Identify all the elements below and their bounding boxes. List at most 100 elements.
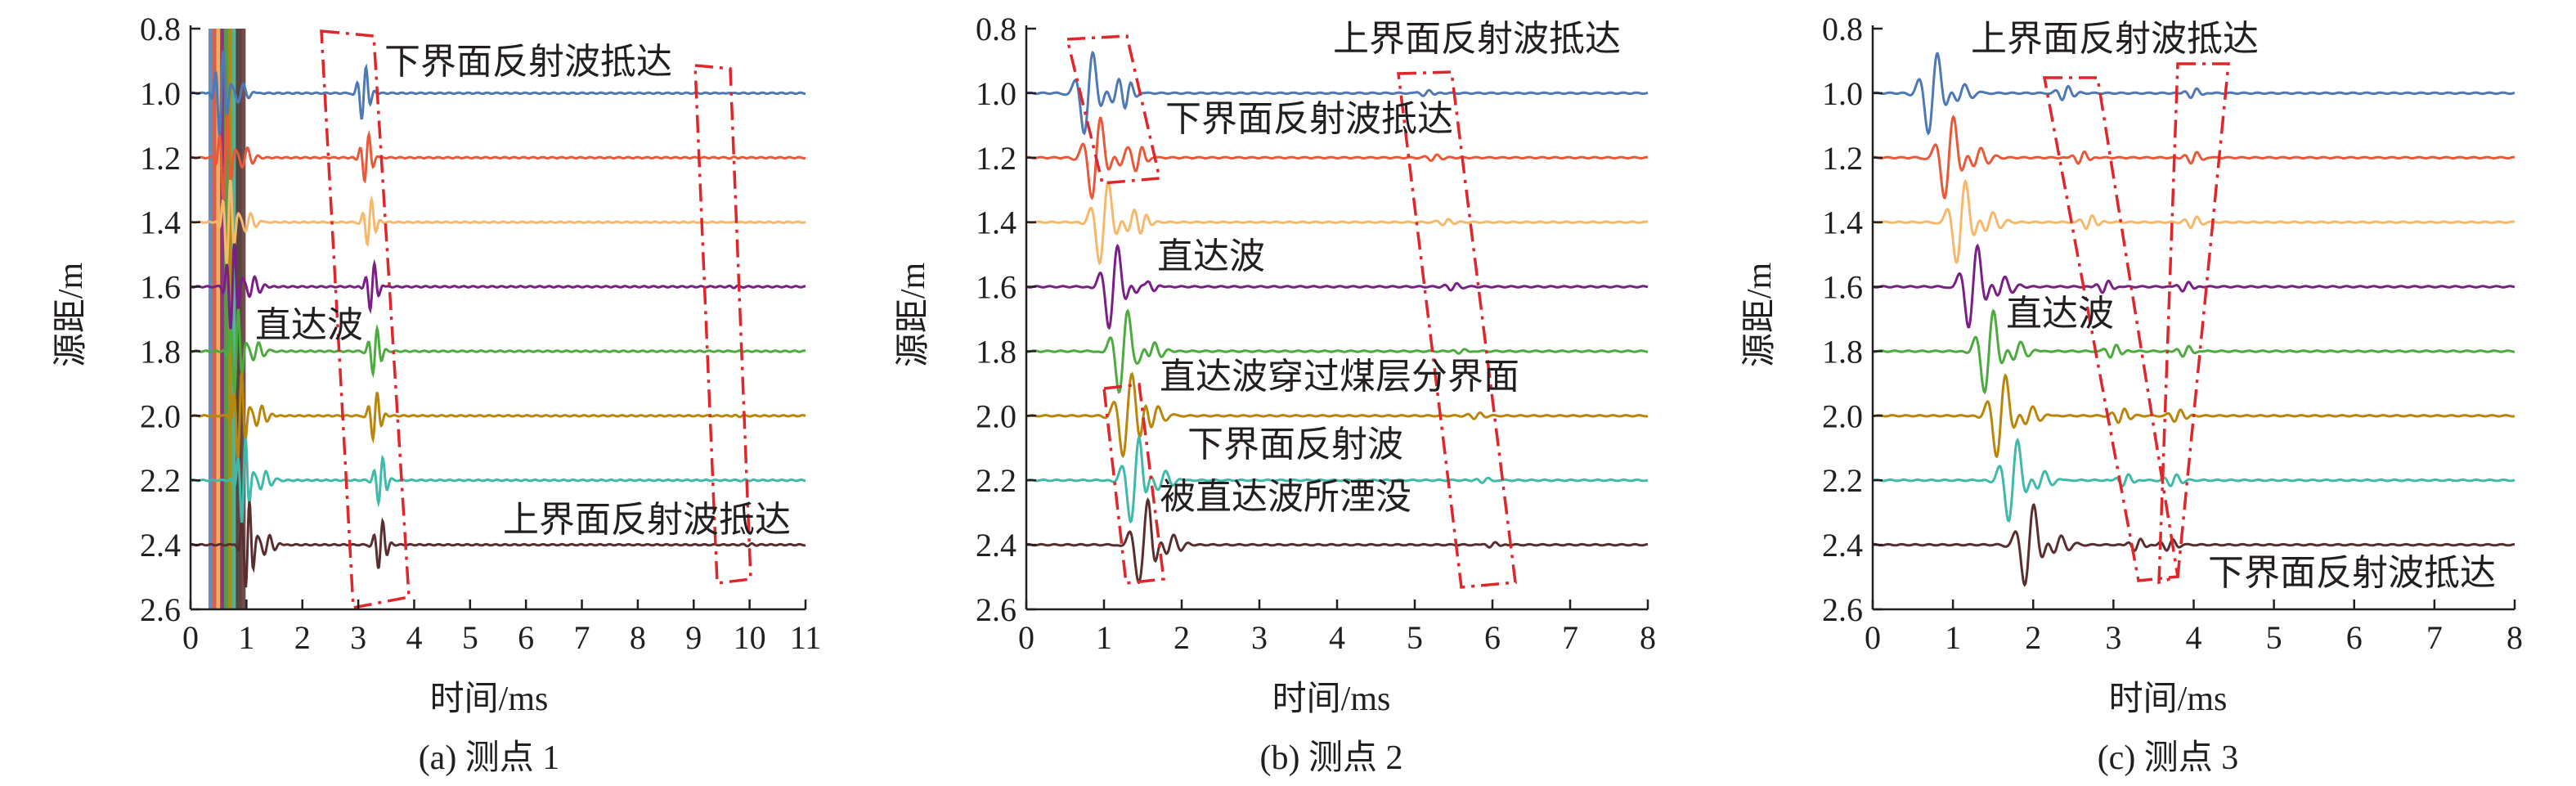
panel-a: 0 1 2 3 4 5 6 7 8 9 10 11 0.8 1.0 1.2 1.4 1.6 1.8 2.0 2.2 2.… [52, 11, 821, 777]
panel-a-highlight-boxes [320, 29, 752, 610]
panel-c-x-tick-label: 3 [2105, 619, 2121, 656]
panel-c-trace [1872, 243, 2515, 329]
panel-c-trace [1872, 308, 2515, 395]
panel-b-trace [1025, 308, 1649, 394]
panel-a-xlabel: 时间/ms [430, 680, 549, 718]
panel-b-y-tick-label: 1.8 [976, 333, 1016, 370]
panel-b-annotation-lower-reflection-2: 下界面反射波 [1187, 424, 1403, 465]
panel-c-y-tick-label: 2.0 [1822, 397, 1863, 434]
panel-b-traces [1025, 50, 1649, 585]
panel-c-y-tick-label: 1.8 [1822, 333, 1863, 370]
panel-c-ylabel: 源距/m [1741, 263, 1779, 368]
panel-c-x-tick-label: 7 [2426, 619, 2443, 656]
panel-c-y-tick-label: 2.6 [1822, 591, 1863, 628]
panel-a-y-tick-label: 2.6 [140, 591, 181, 628]
panel-b-annotation-upper-reflection: 上界面反射波抵达 [1333, 19, 1621, 59]
panel-a-trace [190, 179, 806, 265]
panel-b-trace [1025, 434, 1649, 524]
panel-b-x-tick-label: 2 [1174, 619, 1190, 656]
panel-b-highlight-box [1102, 383, 1165, 585]
panel-c-y-tick-label: 1.0 [1822, 75, 1863, 112]
panel-b-y-tick-label: 1.2 [976, 140, 1016, 177]
panel-c-annotation-upper-reflection: 上界面反射波抵达 [1971, 19, 2259, 59]
panel-a-trace [190, 501, 806, 588]
panel-b: 0 1 2 3 4 5 6 7 80.81.01.21.41.61.82.02.22.42.6 … [895, 11, 1656, 777]
panel-a-y-tick-label: 2.0 [140, 397, 181, 434]
panel-a-traces [190, 29, 806, 609]
panel-a-x-tick-label: 5 [462, 619, 478, 656]
panel-a-ylabel: 源距/m [52, 263, 90, 368]
panel-a-trace [190, 372, 806, 460]
panel-a-y-tick-label: 1.2 [140, 140, 181, 177]
panel-b-x-tick-label: 4 [1329, 619, 1345, 656]
panel-c-y-tick-label: 2.2 [1822, 462, 1863, 499]
panel-a-y-tick-label: 0.8 [140, 11, 181, 47]
panel-b-y-tick-label: 1.6 [976, 269, 1016, 306]
panel-c-trace [1872, 503, 2515, 587]
panel-c-annotation-direct-wave: 直达波 [2006, 294, 2114, 334]
panel-c-x-tick-label: 6 [2346, 619, 2363, 656]
panel-b-y-tick-label: 2.6 [976, 591, 1016, 628]
panel-c-annotation-lower-reflection: 下界面反射波抵达 [2208, 553, 2496, 593]
panel-b-highlight-box [1397, 70, 1517, 589]
panel-c-y-tick-label: 1.4 [1822, 204, 1863, 241]
panel-a-x-tick-label: 1 [238, 619, 254, 656]
panel-c-y-tick-label: 2.4 [1822, 527, 1863, 564]
panel-b-trace [1025, 371, 1649, 459]
panel-a-y-tick-label: 1.8 [140, 333, 181, 370]
panel-a-x-tick-label: 4 [406, 619, 422, 656]
panel-a-x-tick-label: 6 [518, 619, 534, 656]
panel-b-annotation-direct-cross: 直达波穿过煤层分界面 [1160, 357, 1519, 397]
panel-c-axes: 0 1 2 3 4 5 6 7 8 0.8 1.0 1.2 1.4 1.6 1.8 2.0 2.2 2.4 2.6 [1822, 11, 2523, 656]
panel-a-x-tick-label: 2 [294, 619, 311, 656]
panel-a-x-tick-label: 11 [790, 619, 822, 656]
panel-a-y-tick-label: 1.6 [140, 269, 181, 306]
panel-a-annotation-upper-reflection: 上界面反射波抵达 [503, 500, 791, 540]
panel-c-trace [1872, 115, 2515, 200]
panel-a-y-tick-label: 2.2 [140, 462, 181, 499]
panel-a-x-tick-label: 0 [182, 619, 199, 656]
panel-b-x-tick-label: 1 [1096, 619, 1112, 656]
panel-b-highlight-boxes [1065, 34, 1517, 589]
panel-c-x-tick-label: 0 [1865, 619, 1881, 656]
panel-a-x-tick-label: 7 [574, 619, 590, 656]
panel-c-trace [1872, 178, 2515, 264]
panel-a-trace [190, 436, 806, 523]
panel-b-y-tick-label: 0.8 [976, 11, 1016, 47]
panel-b-annotation-direct-wave: 直达波 [1157, 236, 1265, 276]
panel-b-trace [1025, 180, 1649, 266]
panel-c: 0 1 2 3 4 5 6 7 80.81.01.21.41.61.82.02.22.42.6 … [1741, 11, 2523, 777]
panel-b-x-tick-label: 5 [1407, 619, 1423, 656]
panel-a-x-tick-label: 8 [630, 619, 646, 656]
panel-b-x-tick-label: 3 [1251, 619, 1268, 656]
panel-c-x-tick-label: 2 [2025, 619, 2041, 656]
panel-c-y-tick-label: 1.2 [1822, 140, 1863, 177]
panel-a-x-tick-label: 9 [685, 619, 702, 656]
panel-b-y-tick-label: 2.2 [976, 462, 1016, 499]
panel-b-axes: 0 1 2 3 4 5 6 7 8 0.8 1.0 1.2 1.4 1.6 1.8 2.0 2.2 2.4 2.6 [976, 11, 1656, 656]
panel-b-highlight-box [1065, 34, 1162, 185]
panel-b-trace [1025, 116, 1648, 200]
panel-b-y-tick-label: 1.0 [976, 75, 1016, 112]
panel-b-y-tick-label: 2.4 [976, 527, 1016, 564]
panel-b-ylabel: 源距/m [895, 263, 932, 368]
panel-c-title: (c) 测点 3 [2098, 739, 2239, 777]
panel-a-trace [190, 243, 806, 330]
panel-b-xlabel: 时间/ms [1272, 680, 1391, 718]
panel-a-title: (a) 测点 1 [419, 739, 560, 777]
panel-b-trace [1025, 496, 1649, 585]
panel-c-xlabel: 时间/ms [2109, 680, 2228, 718]
panel-b-annotation-masked: 被直达波所湮没 [1160, 477, 1411, 517]
panel-c-highlight-box [2157, 62, 2230, 585]
panel-a-highlight-box [320, 29, 411, 610]
panel-b-title: (b) 测点 2 [1260, 739, 1403, 777]
panel-c-x-tick-label: 8 [2506, 619, 2523, 656]
panel-b-x-tick-label: 0 [1018, 619, 1034, 656]
panel-b-trace [1025, 243, 1649, 330]
panel-b-x-tick-label: 6 [1484, 619, 1501, 656]
panel-c-traces [1872, 52, 2515, 587]
panel-a-y-tick-label: 2.4 [140, 527, 181, 564]
panel-a-y-tick-label: 1.4 [140, 204, 181, 241]
panel-a-x-tick-label: 3 [350, 619, 366, 656]
panel-b-y-tick-label: 1.4 [976, 204, 1016, 241]
